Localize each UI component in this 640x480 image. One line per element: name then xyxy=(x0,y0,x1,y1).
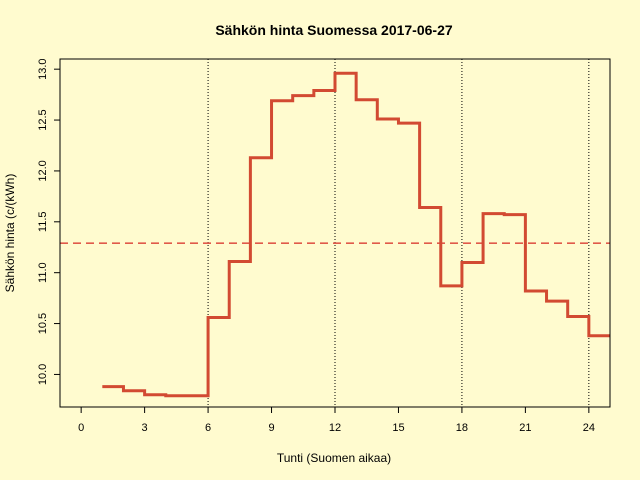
y-tick-label-10.5: 10.5 xyxy=(37,313,49,334)
chart-title: Sähkön hinta Suomessa 2017-06-27 xyxy=(215,22,453,38)
y-axis-label: Sähkön hinta (c/(kWh) xyxy=(3,174,17,293)
y-axis: 10.0 10.5 11.0 11.5 12.0 12.5 13.0 xyxy=(37,58,61,385)
y-tick-label-12.5: 12.5 xyxy=(37,109,49,130)
x-tick-label-15: 15 xyxy=(392,422,404,434)
y-tick-label-11.5: 11.5 xyxy=(37,212,49,233)
price-step-line-0 xyxy=(102,71,610,398)
x-tick-label-24: 24 xyxy=(583,422,595,434)
y-tick-label-12.0: 12.0 xyxy=(37,160,49,181)
y-tick-label-11.0: 11.0 xyxy=(37,262,49,283)
x-tick-label-6: 6 xyxy=(205,422,211,434)
series-layer xyxy=(102,71,610,398)
x-tick-label-12: 12 xyxy=(329,422,341,434)
x-axis-label: Tunti (Suomen aikaa) xyxy=(277,451,391,465)
y-tick-label-10.0: 10.0 xyxy=(37,364,49,385)
x-tick-label-21: 21 xyxy=(519,422,531,434)
x-tick-label-3: 3 xyxy=(142,422,148,434)
x-axis: 0 3 6 9 12 15 18 21 24 xyxy=(78,406,595,434)
y-tick-label-13.0: 13.0 xyxy=(37,58,49,79)
x-tick-label-9: 9 xyxy=(268,422,274,434)
x-tick-label-18: 18 xyxy=(456,422,468,434)
x-tick-label-0: 0 xyxy=(78,422,84,434)
grid-lines xyxy=(207,59,590,407)
